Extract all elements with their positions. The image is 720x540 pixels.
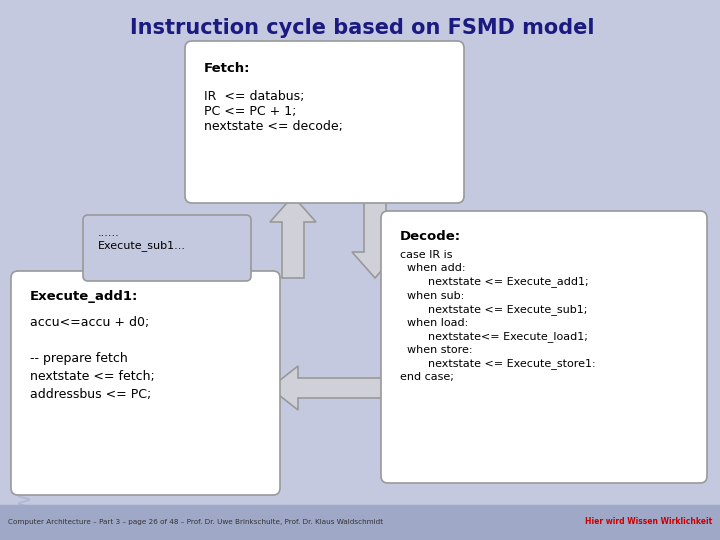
Polygon shape — [352, 196, 398, 278]
FancyBboxPatch shape — [11, 271, 280, 495]
Text: Decode:: Decode: — [400, 230, 461, 243]
Polygon shape — [270, 366, 388, 410]
Text: IR  <= databus;
PC <= PC + 1;
nextstate <= decode;: IR <= databus; PC <= PC + 1; nextstate <… — [204, 90, 343, 133]
Text: ......
Execute_sub1...: ...... Execute_sub1... — [98, 228, 186, 251]
FancyBboxPatch shape — [83, 215, 251, 281]
Text: Execute_add1:: Execute_add1: — [30, 290, 138, 303]
FancyBboxPatch shape — [185, 41, 464, 203]
Text: Hier wird Wissen Wirklichkeit: Hier wird Wissen Wirklichkeit — [585, 517, 712, 526]
Text: Fetch:: Fetch: — [204, 62, 251, 75]
Text: accu<=accu + d0;

-- prepare fetch
nextstate <= fetch;
addressbus <= PC;: accu<=accu + d0; -- prepare fetch nextst… — [30, 316, 155, 401]
Text: case IR is
  when add:
        nextstate <= Execute_add1;
  when sub:
        ne: case IR is when add: nextstate <= Execut… — [400, 250, 595, 382]
Text: Instruction cycle based on FSMD model: Instruction cycle based on FSMD model — [130, 18, 595, 38]
Text: Computer Architecture – Part 3 – page 26 of 48 – Prof. Dr. Uwe Brinkschulte, Pro: Computer Architecture – Part 3 – page 26… — [8, 519, 383, 525]
Text: www.uni-frankfurt.de: www.uni-frankfurt.de — [14, 313, 34, 540]
Bar — [0, 505, 720, 540]
Polygon shape — [270, 196, 316, 278]
FancyBboxPatch shape — [381, 211, 707, 483]
